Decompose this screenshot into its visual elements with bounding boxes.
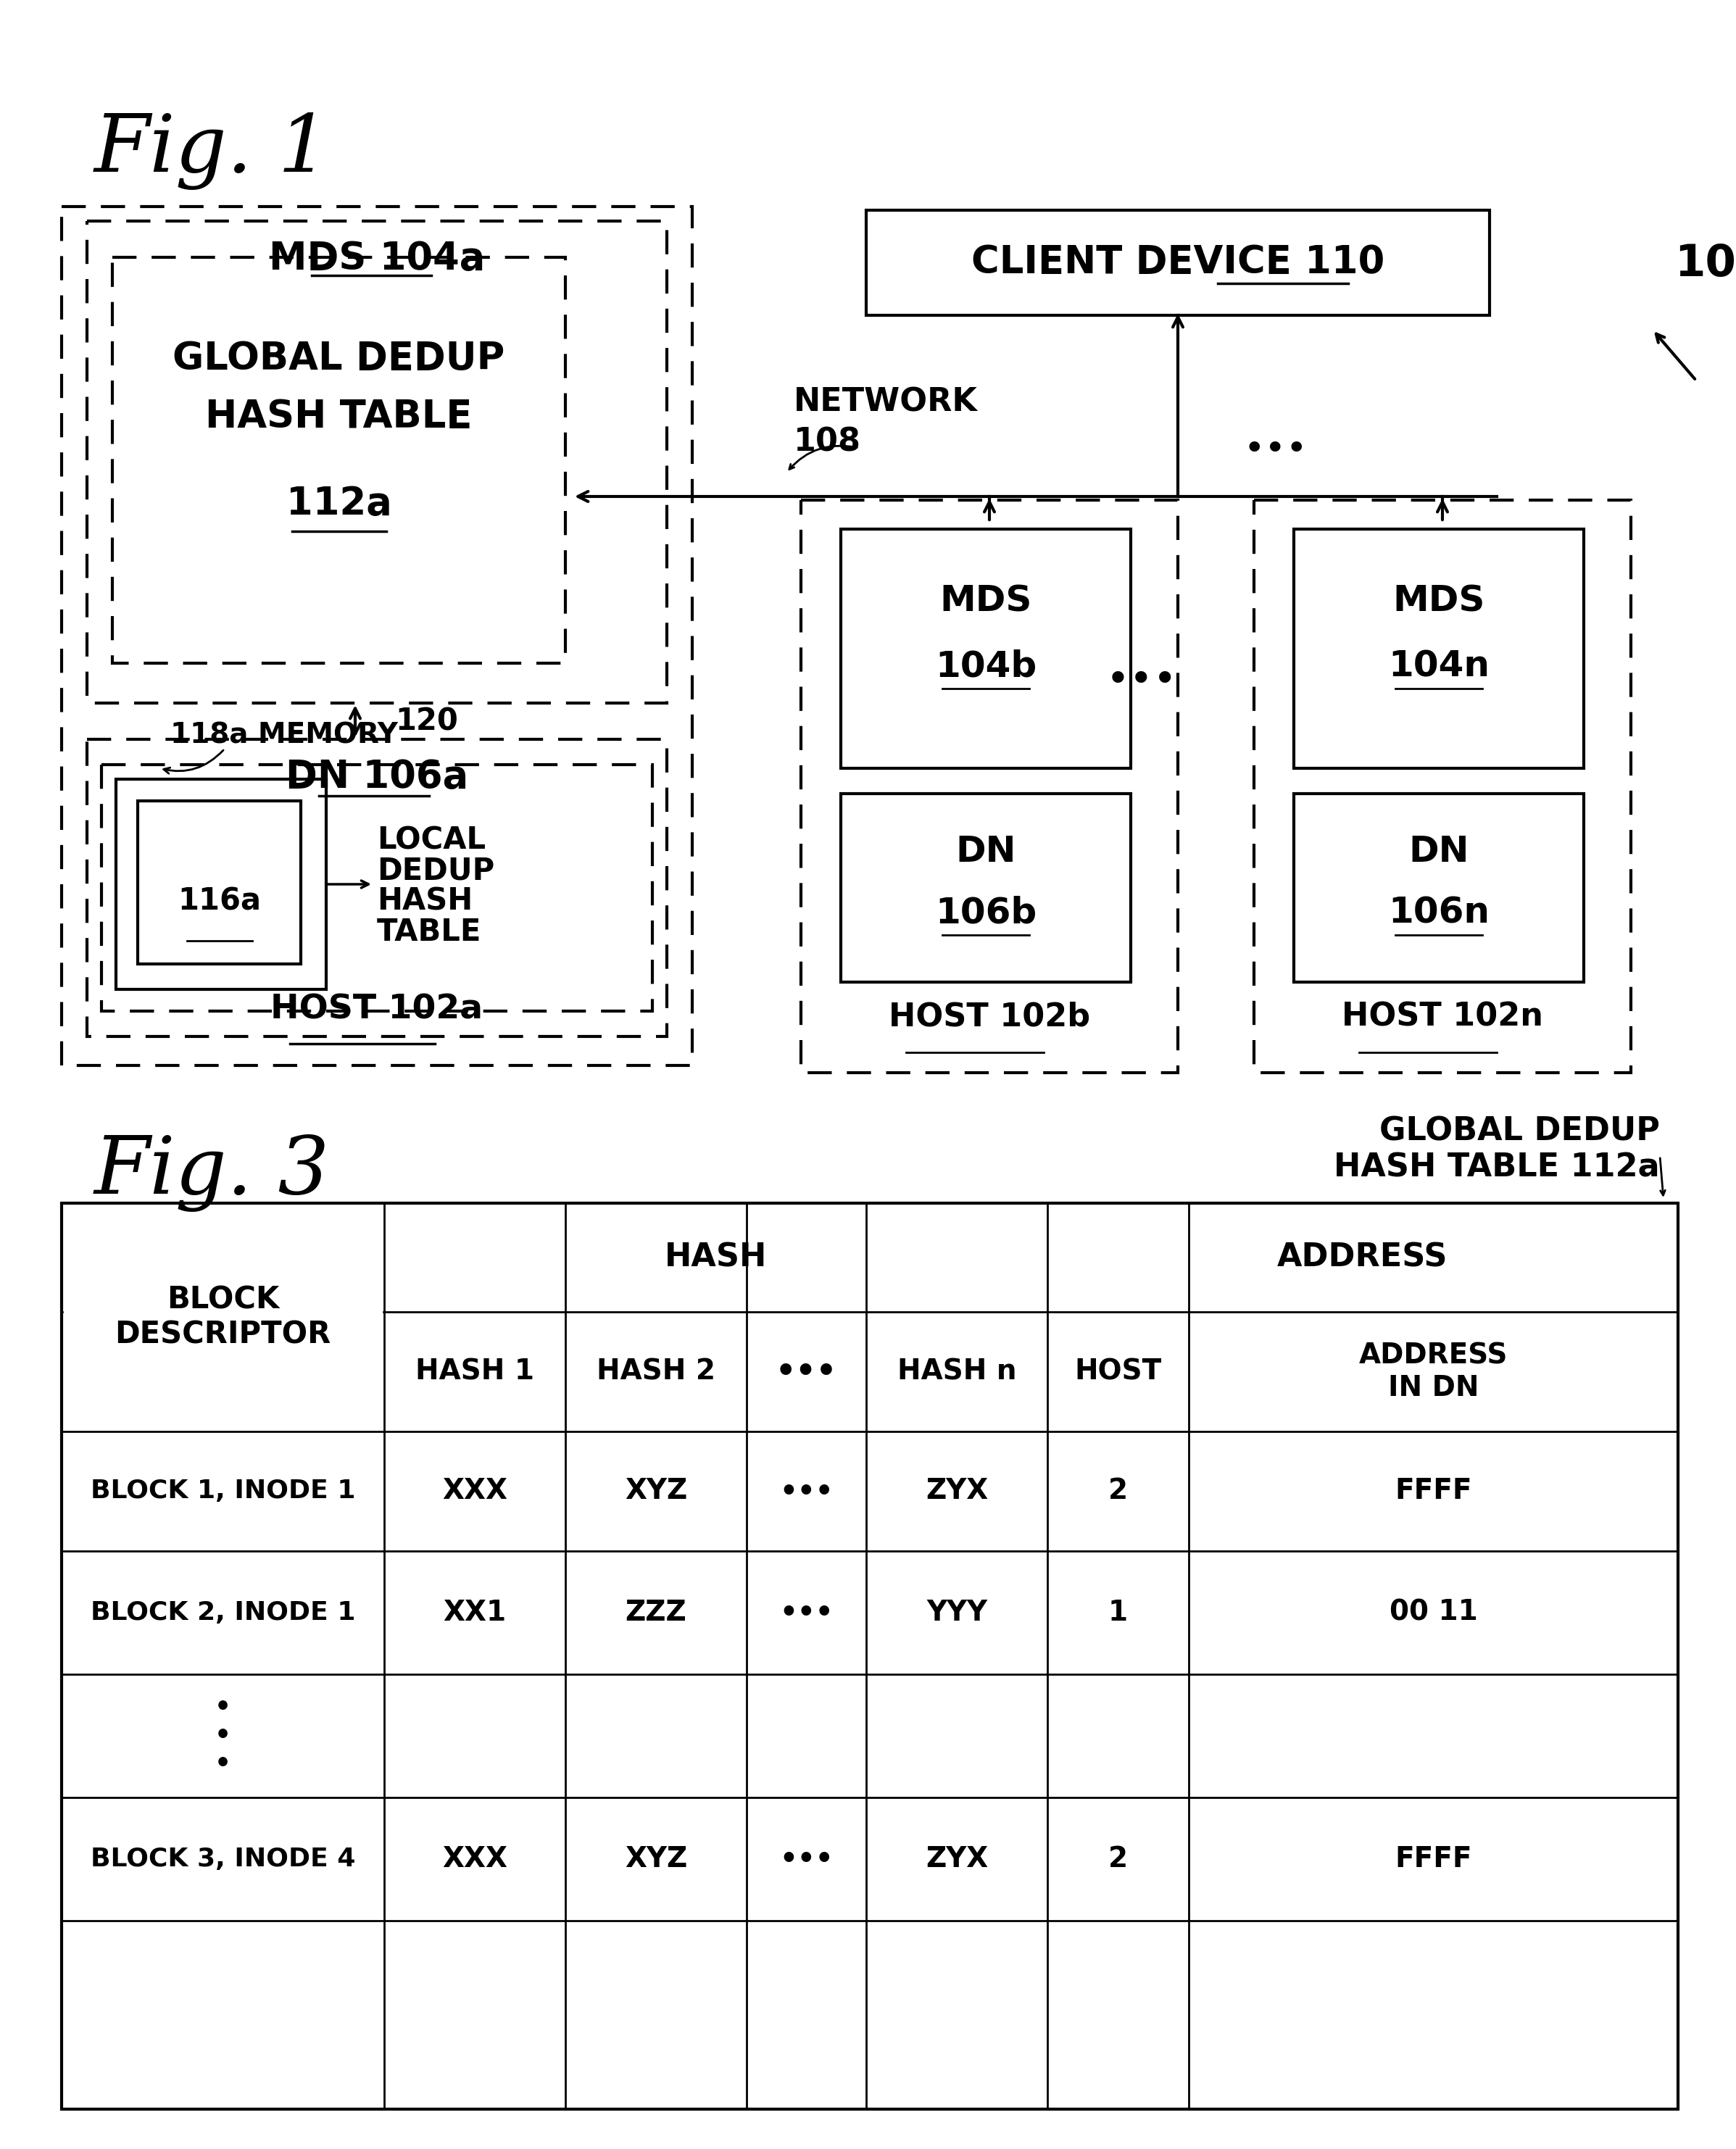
Bar bbox=[840, 529, 1130, 769]
Bar bbox=[1253, 501, 1630, 1072]
Text: 116a: 116a bbox=[177, 885, 260, 918]
Text: HASH 1: HASH 1 bbox=[415, 1358, 535, 1386]
Text: XYZ: XYZ bbox=[625, 1846, 687, 1874]
Text: TABLE: TABLE bbox=[377, 918, 481, 948]
Bar bbox=[101, 765, 653, 1010]
Bar bbox=[61, 206, 693, 1066]
Text: XX1: XX1 bbox=[443, 1599, 507, 1627]
Text: GLOBAL DEDUP: GLOBAL DEDUP bbox=[174, 340, 505, 378]
Text: FFFF: FFFF bbox=[1394, 1479, 1472, 1504]
Text: ZZZ: ZZZ bbox=[625, 1599, 687, 1627]
Text: XYZ: XYZ bbox=[625, 1479, 687, 1504]
Bar bbox=[87, 221, 667, 703]
Bar bbox=[866, 211, 1489, 316]
Text: DN: DN bbox=[1408, 834, 1469, 868]
Text: HASH: HASH bbox=[665, 1242, 767, 1272]
Text: HOST 102n: HOST 102n bbox=[1342, 1001, 1543, 1034]
Text: BLOCK 1, INODE 1: BLOCK 1, INODE 1 bbox=[90, 1479, 356, 1504]
Text: CLIENT DEVICE 110: CLIENT DEVICE 110 bbox=[970, 243, 1385, 282]
Text: HOST: HOST bbox=[1075, 1358, 1161, 1386]
Text: •••: ••• bbox=[1243, 432, 1307, 466]
Text: 120: 120 bbox=[396, 705, 458, 737]
Text: XXX: XXX bbox=[443, 1479, 507, 1504]
Bar bbox=[87, 739, 667, 1036]
Text: 118a MEMORY: 118a MEMORY bbox=[170, 722, 398, 748]
Text: 106n: 106n bbox=[1389, 896, 1489, 931]
Text: •••: ••• bbox=[1106, 662, 1177, 701]
Text: ZYX: ZYX bbox=[925, 1846, 988, 1874]
Text: ADDRESS
IN DN: ADDRESS IN DN bbox=[1359, 1341, 1509, 1401]
Text: 100: 100 bbox=[1675, 243, 1736, 286]
Text: FFFF: FFFF bbox=[1394, 1846, 1472, 1874]
Text: •••: ••• bbox=[779, 1479, 833, 1504]
Text: 112a: 112a bbox=[286, 486, 392, 522]
Text: MDS: MDS bbox=[1392, 585, 1484, 619]
Bar bbox=[137, 802, 300, 965]
Text: 108: 108 bbox=[793, 426, 861, 458]
Text: 104b: 104b bbox=[936, 649, 1036, 683]
Text: NETWORK: NETWORK bbox=[793, 387, 977, 417]
Text: •••: ••• bbox=[779, 1599, 833, 1627]
Text: HOST 102b: HOST 102b bbox=[889, 1001, 1090, 1034]
Text: Fig. 3: Fig. 3 bbox=[94, 1135, 330, 1212]
Text: ADDRESS: ADDRESS bbox=[1278, 1242, 1448, 1272]
Text: DN: DN bbox=[955, 834, 1016, 868]
Bar bbox=[1293, 793, 1583, 982]
Text: 00 11: 00 11 bbox=[1389, 1599, 1477, 1627]
Bar bbox=[800, 501, 1177, 1072]
Text: BLOCK 2, INODE 1: BLOCK 2, INODE 1 bbox=[90, 1601, 356, 1625]
Text: DEDUP: DEDUP bbox=[377, 855, 495, 885]
Text: •••: ••• bbox=[776, 1356, 837, 1388]
Text: MDS 104a: MDS 104a bbox=[269, 241, 484, 277]
Bar bbox=[116, 780, 326, 989]
Text: DN 106a: DN 106a bbox=[285, 759, 469, 795]
Text: HASH TABLE: HASH TABLE bbox=[205, 398, 472, 436]
Text: HASH 2: HASH 2 bbox=[597, 1358, 715, 1386]
Text: 1: 1 bbox=[1108, 1599, 1128, 1627]
Text: 106b: 106b bbox=[936, 896, 1036, 931]
Bar bbox=[840, 793, 1130, 982]
Text: 2: 2 bbox=[1108, 1479, 1128, 1504]
Text: •••: ••• bbox=[779, 1846, 833, 1874]
Bar bbox=[113, 258, 566, 664]
Text: MDS: MDS bbox=[939, 585, 1031, 619]
Text: 2: 2 bbox=[1108, 1846, 1128, 1874]
Text: ZYX: ZYX bbox=[925, 1479, 988, 1504]
Bar bbox=[1293, 529, 1583, 769]
Text: 104n: 104n bbox=[1389, 649, 1489, 683]
Text: XXX: XXX bbox=[443, 1846, 507, 1874]
Text: HASH: HASH bbox=[377, 885, 472, 918]
Text: GLOBAL DEDUP
HASH TABLE 112a: GLOBAL DEDUP HASH TABLE 112a bbox=[1333, 1115, 1660, 1184]
Text: YYY: YYY bbox=[927, 1599, 988, 1627]
Text: BLOCK 3, INODE 4: BLOCK 3, INODE 4 bbox=[90, 1846, 356, 1872]
Text: BLOCK
DESCRIPTOR: BLOCK DESCRIPTOR bbox=[115, 1285, 332, 1350]
Bar bbox=[61, 1203, 1679, 2108]
Text: LOCAL: LOCAL bbox=[377, 825, 486, 855]
Text: HOST 102a: HOST 102a bbox=[271, 993, 483, 1025]
Text: •
•
•: • • • bbox=[215, 1696, 231, 1777]
Text: HASH n: HASH n bbox=[898, 1358, 1016, 1386]
Text: Fig. 1: Fig. 1 bbox=[94, 112, 330, 191]
